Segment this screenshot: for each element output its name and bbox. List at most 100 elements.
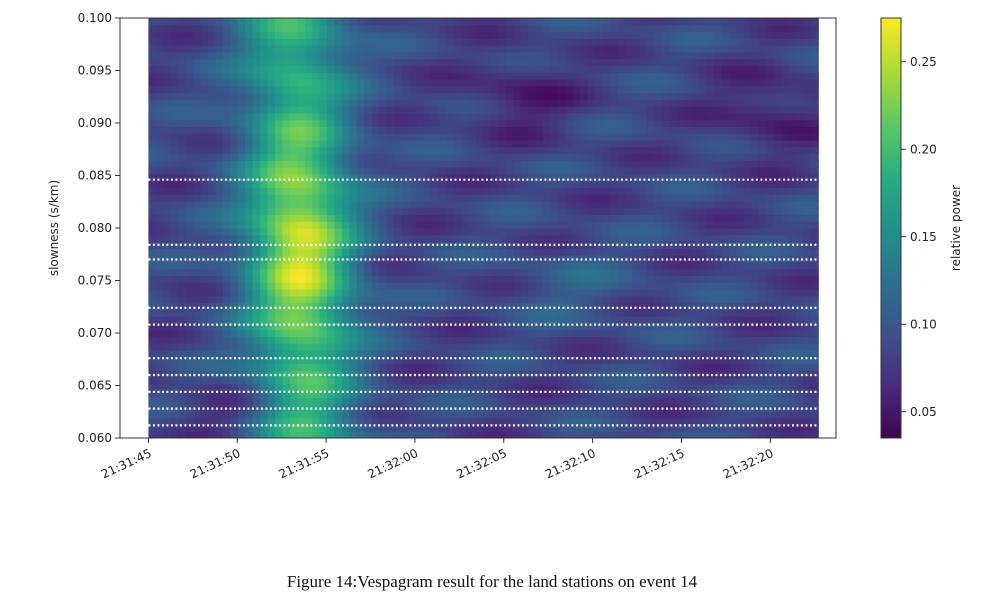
heatmap-cell <box>714 180 723 188</box>
heatmap-cell <box>773 377 782 385</box>
heatmap-cell <box>609 139 618 148</box>
heatmap-cell <box>394 410 403 419</box>
heatmap-cell <box>810 261 819 270</box>
heatmap-cell <box>691 322 700 331</box>
heatmap-cell <box>200 295 209 304</box>
heatmap-cell <box>282 228 291 236</box>
heatmap-cell <box>617 424 626 432</box>
heatmap-cell <box>483 167 492 175</box>
heatmap-cell <box>520 316 529 324</box>
heatmap-cell <box>810 194 819 202</box>
heatmap-cell <box>669 180 678 188</box>
heatmap-cell <box>408 329 417 337</box>
heatmap-cell <box>148 288 157 297</box>
heatmap-cell <box>423 133 432 141</box>
heatmap-cell <box>163 126 172 134</box>
heatmap-cell <box>453 92 462 100</box>
heatmap-cell <box>773 173 782 182</box>
heatmap-cell <box>676 356 685 365</box>
heatmap-cell <box>178 377 187 385</box>
heatmap-cell <box>446 431 455 438</box>
heatmap-cell <box>252 99 261 107</box>
heatmap-cell <box>349 72 358 80</box>
heatmap-cell <box>327 302 336 310</box>
heatmap-cell <box>699 133 708 141</box>
heatmap-cell <box>386 139 395 148</box>
heatmap-cell <box>699 397 708 405</box>
heatmap-cell <box>401 133 410 141</box>
heatmap-cell <box>274 343 283 351</box>
heatmap-cell <box>513 65 522 73</box>
heatmap-cell <box>661 349 670 358</box>
heatmap-cell <box>498 126 507 134</box>
heatmap-cell <box>490 316 499 324</box>
heatmap-cell <box>401 383 410 392</box>
heatmap-cell <box>215 112 224 121</box>
heatmap-cell <box>483 99 492 107</box>
heatmap-cell <box>282 255 291 263</box>
heatmap-cell <box>267 248 276 256</box>
heatmap-cell <box>364 214 373 222</box>
heatmap-cell <box>721 65 730 73</box>
heatmap-cell <box>527 288 537 297</box>
heatmap-cell <box>200 58 209 67</box>
heatmap-cell <box>766 167 775 175</box>
heatmap-cell <box>766 383 775 392</box>
heatmap-cell <box>691 370 700 378</box>
heatmap-cell <box>423 167 432 175</box>
heatmap-cell <box>461 228 470 236</box>
heatmap-cell <box>758 78 767 87</box>
heatmap-cell <box>781 99 790 107</box>
heatmap-cell <box>170 275 179 283</box>
heatmap-cell <box>170 228 179 236</box>
heatmap-cell <box>304 241 313 249</box>
heatmap-cell <box>728 248 737 256</box>
heatmap-cell <box>751 133 760 141</box>
heatmap-cell <box>185 261 194 270</box>
heatmap-cell <box>483 410 492 419</box>
heatmap-cell <box>498 119 507 127</box>
heatmap-cell <box>379 194 388 202</box>
heatmap-cell <box>513 207 522 216</box>
heatmap-cell <box>803 383 812 392</box>
heatmap-cell <box>498 146 507 155</box>
heatmap-cell <box>624 99 633 107</box>
heatmap-cell <box>379 390 388 398</box>
heatmap-cell <box>408 397 417 405</box>
heatmap-cell <box>669 241 678 249</box>
heatmap-cell <box>617 377 626 385</box>
heatmap-cell <box>148 146 157 155</box>
heatmap-cell <box>550 288 559 297</box>
heatmap-cell <box>751 329 760 337</box>
heatmap-cell <box>661 207 670 216</box>
heatmap-cell <box>386 85 395 94</box>
heatmap-cell <box>185 92 194 100</box>
heatmap-cell <box>245 248 254 256</box>
heatmap-cell <box>431 78 440 87</box>
heatmap-cell <box>207 146 217 155</box>
heatmap-cell <box>736 126 745 134</box>
heatmap-cell <box>557 309 566 317</box>
heatmap-cell <box>728 322 737 331</box>
heatmap-cell <box>594 207 603 216</box>
heatmap-cell <box>721 302 730 310</box>
heatmap-cell <box>170 92 179 100</box>
heatmap-cell <box>550 180 559 188</box>
heatmap-cell <box>580 431 589 438</box>
heatmap-cell <box>334 167 343 175</box>
heatmap-cell <box>557 295 566 304</box>
heatmap-cell <box>274 228 283 236</box>
heatmap-cell <box>669 85 678 94</box>
heatmap-cell <box>401 349 410 358</box>
heatmap-cell <box>490 72 499 80</box>
heatmap-cell <box>297 390 306 398</box>
heatmap-cell <box>565 194 574 202</box>
heatmap-cell <box>609 349 618 358</box>
heatmap-cell <box>565 255 574 263</box>
heatmap-cell <box>602 221 611 229</box>
heatmap-cell <box>237 255 246 263</box>
heatmap-cell <box>461 153 470 161</box>
heatmap-cell <box>289 383 298 392</box>
heatmap-cell <box>334 228 343 236</box>
heatmap-cell <box>743 329 752 337</box>
